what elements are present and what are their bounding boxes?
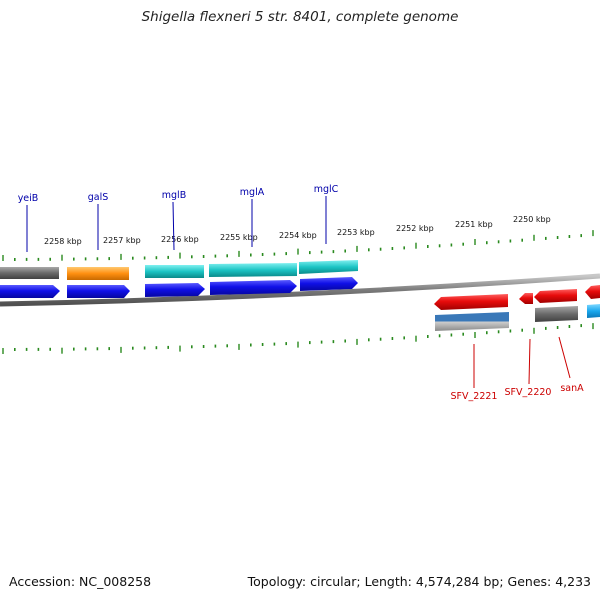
- ruler-label: 2250 kbp: [513, 215, 551, 224]
- gene-block: [587, 304, 600, 318]
- cds-arrow: [534, 289, 577, 303]
- gene-label-yeib: yeiB: [18, 193, 39, 204]
- cds-track-forward: [0, 277, 358, 298]
- feature-track-top: [0, 260, 358, 280]
- gene-block: [435, 312, 509, 331]
- gene-block: [0, 267, 59, 279]
- cds-arrow: [210, 280, 297, 295]
- ruler-label: 2256 kbp: [161, 235, 199, 244]
- gene-block: [299, 260, 358, 274]
- gene-label-sfv2220: SFV_2220: [505, 387, 552, 398]
- ruler-ticks-top: [2, 230, 594, 261]
- gene-block: [209, 263, 297, 277]
- ruler-label: 2252 kbp: [396, 224, 434, 233]
- ruler-label: 2257 kbp: [103, 236, 141, 245]
- cds-arrow: [519, 293, 533, 304]
- cds-arrow: [145, 283, 205, 297]
- gene-block: [67, 267, 129, 280]
- ruler-label: 2258 kbp: [44, 237, 82, 246]
- gene-label-mgla: mglA: [240, 187, 265, 198]
- cds-arrow: [0, 285, 60, 298]
- gene-block: [145, 265, 204, 278]
- ruler-ticks-bottom: [2, 323, 594, 354]
- ruler-label: 2251 kbp: [455, 220, 493, 229]
- ruler-labels: 2258 kbp 2257 kbp 2256 kbp 2255 kbp 2254…: [44, 215, 551, 246]
- ruler-label: 2255 kbp: [220, 233, 258, 242]
- ruler-label: 2254 kbp: [279, 231, 317, 240]
- gene-label-sana: sanA: [560, 383, 584, 394]
- cds-arrow: [67, 285, 130, 298]
- feature-track-bottom: [435, 304, 600, 331]
- gene-label-mglb: mglB: [162, 190, 186, 201]
- gene-labels-top: yeiB galS mglB mglA mglC: [18, 184, 339, 252]
- gene-labels-bottom: SFV_2221 SFV_2220 sanA: [451, 336, 584, 402]
- gene-label-gals: galS: [88, 192, 109, 203]
- topology-text: Topology: circular; Length: 4,574,284 bp…: [247, 574, 591, 589]
- cds-arrow: [300, 277, 358, 291]
- cds-arrow: [585, 285, 600, 299]
- cds-track-reverse: [434, 285, 600, 310]
- gene-label-mglc: mglC: [314, 184, 339, 195]
- gene-label-sfv2221: SFV_2221: [451, 391, 498, 402]
- gene-block: [535, 306, 578, 322]
- genome-backbone: [0, 273, 600, 307]
- cds-arrow: [434, 294, 508, 310]
- ruler-label: 2253 kbp: [337, 228, 375, 237]
- map-title: Shigella flexneri 5 str. 8401, complete …: [141, 9, 459, 25]
- accession-text: Accession: NC_008258: [9, 574, 152, 589]
